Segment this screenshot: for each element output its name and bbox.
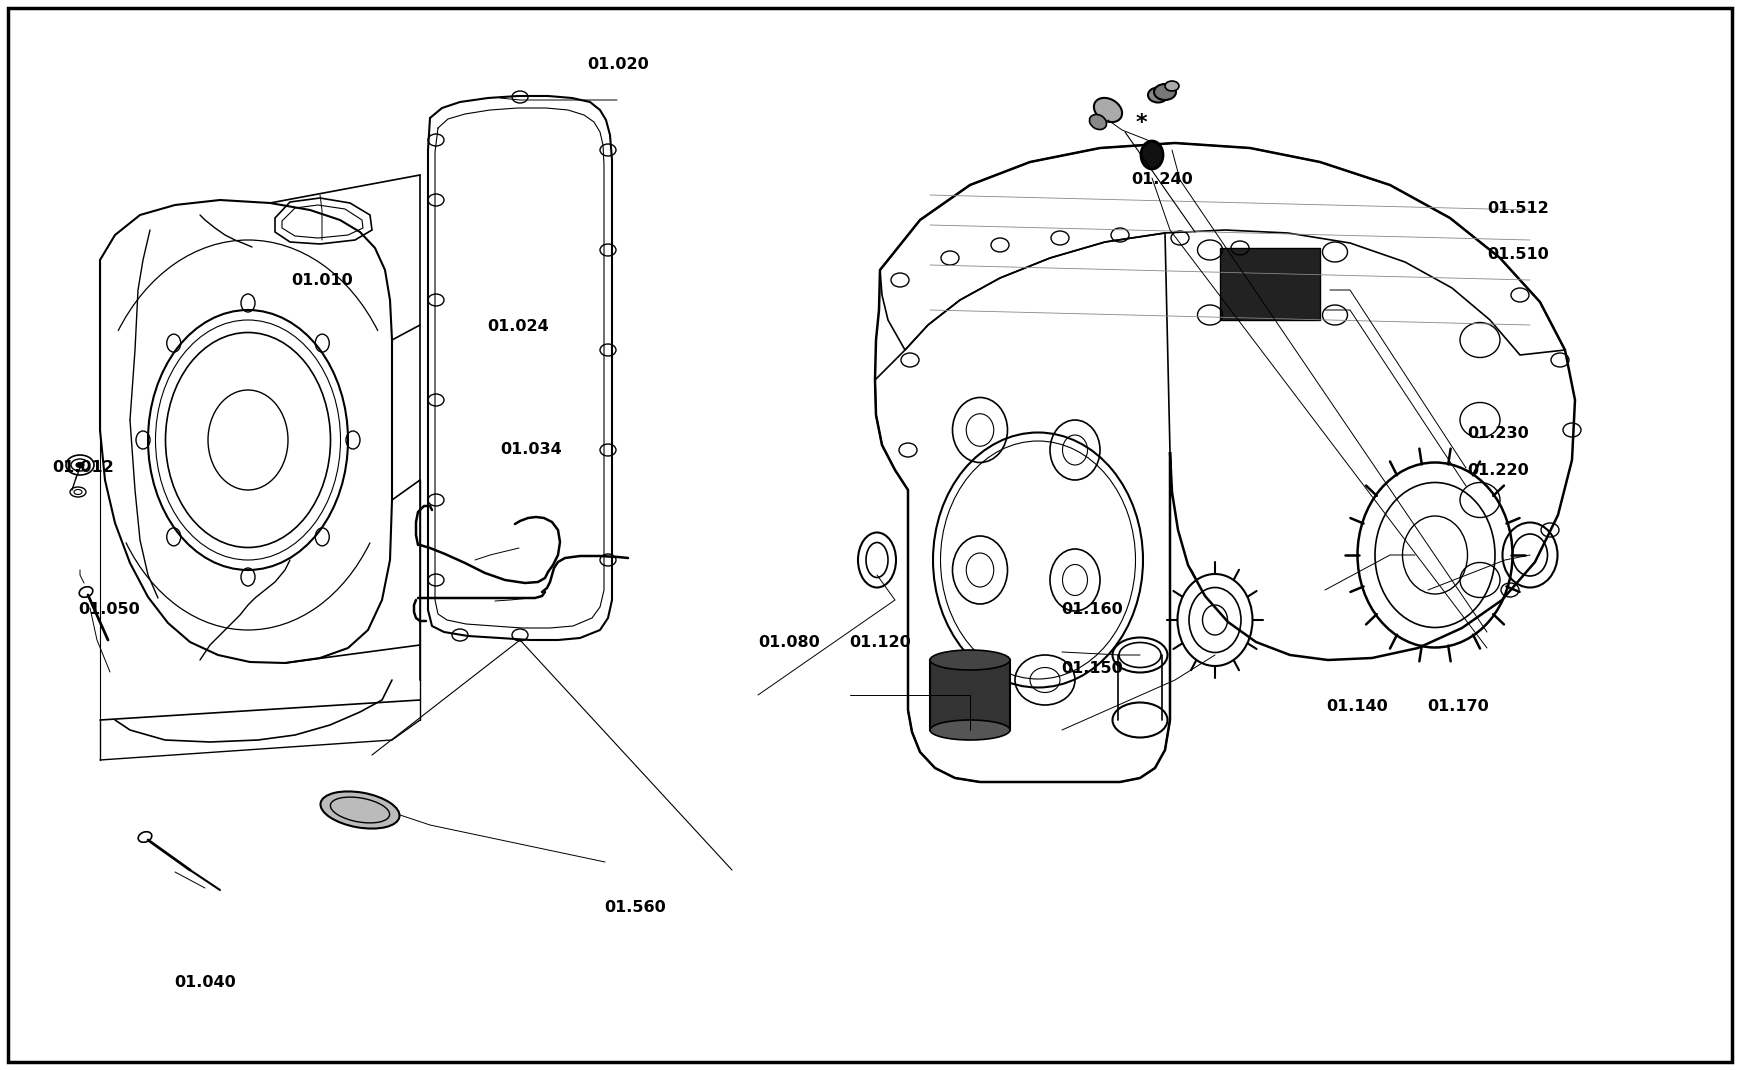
Text: 01.510: 01.510 xyxy=(1487,247,1548,262)
Text: 01.010: 01.010 xyxy=(290,273,353,288)
Text: 01.170: 01.170 xyxy=(1426,699,1487,714)
Polygon shape xyxy=(929,660,1009,730)
Ellipse shape xyxy=(1155,91,1167,100)
Ellipse shape xyxy=(77,462,83,468)
Text: 01.034: 01.034 xyxy=(499,442,562,457)
Ellipse shape xyxy=(1153,85,1176,100)
Text: 01.050: 01.050 xyxy=(78,602,141,617)
Text: 01.150: 01.150 xyxy=(1061,661,1122,676)
Text: 01.240: 01.240 xyxy=(1130,172,1193,187)
Text: 01.120: 01.120 xyxy=(849,635,909,649)
Ellipse shape xyxy=(929,720,1009,740)
Ellipse shape xyxy=(929,649,1009,670)
Ellipse shape xyxy=(1141,141,1162,169)
Text: *: * xyxy=(1136,113,1146,133)
Ellipse shape xyxy=(1094,97,1122,122)
Ellipse shape xyxy=(320,792,400,828)
Text: 01.024: 01.024 xyxy=(487,319,550,334)
Text: 01.040: 01.040 xyxy=(174,975,237,990)
Text: 01.220: 01.220 xyxy=(1466,463,1527,478)
Text: 01.080: 01.080 xyxy=(758,635,819,649)
Text: 01.020: 01.020 xyxy=(586,57,649,72)
Text: 01.140: 01.140 xyxy=(1325,699,1386,714)
Text: 01.160: 01.160 xyxy=(1061,602,1122,617)
Text: 01.560: 01.560 xyxy=(603,900,664,915)
Ellipse shape xyxy=(1089,114,1106,129)
Bar xyxy=(1219,248,1320,320)
Ellipse shape xyxy=(1148,88,1167,103)
Text: 01.512: 01.512 xyxy=(1487,201,1548,216)
Text: 01.230: 01.230 xyxy=(1466,426,1527,441)
Text: 01.012: 01.012 xyxy=(52,460,115,475)
Ellipse shape xyxy=(1165,81,1179,91)
